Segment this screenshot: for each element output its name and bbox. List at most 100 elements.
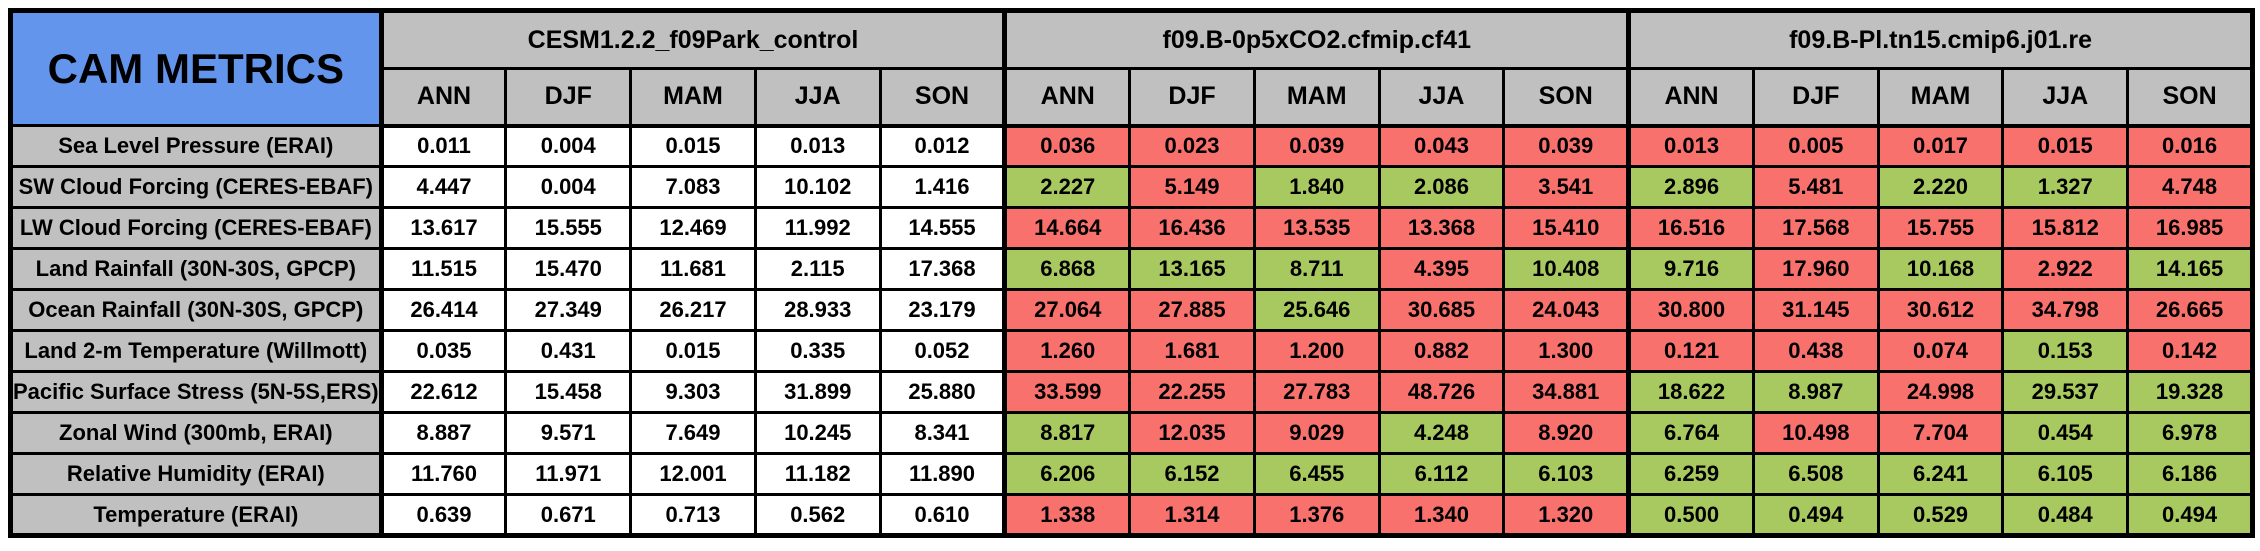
- data-cell: 11.971: [504, 452, 633, 496]
- data-cell: 0.431: [504, 329, 633, 373]
- data-cell: 1.340: [1377, 493, 1506, 537]
- data-cell: 0.011: [378, 124, 508, 168]
- data-cell: 1.300: [1502, 329, 1631, 373]
- data-cell: 30.685: [1377, 288, 1506, 332]
- data-cell: 6.978: [2126, 411, 2254, 455]
- data-cell: 16.985: [2126, 206, 2254, 250]
- data-cell: 6.152: [1128, 452, 1256, 496]
- data-cell: 27.349: [504, 288, 633, 332]
- data-cell: 0.484: [2001, 493, 2130, 537]
- data-cell: 15.410: [1502, 206, 1631, 250]
- data-cell: 14.165: [2126, 247, 2254, 291]
- data-cell: 2.086: [1377, 165, 1506, 209]
- data-cell: 0.012: [878, 124, 1007, 168]
- data-cell: 14.664: [1002, 206, 1132, 250]
- table-row: Temperature (ERAI) 0.639 0.671 0.713 0.562 0.…: [9, 493, 2254, 537]
- data-cell: 0.039: [1252, 124, 1381, 168]
- data-cell: 0.500: [1626, 493, 1755, 537]
- data-cell: 1.840: [1252, 165, 1381, 209]
- season-header-2-2: MAM: [1876, 67, 2005, 128]
- data-cell: 0.713: [629, 493, 757, 537]
- data-cell: 2.896: [1626, 165, 1755, 209]
- data-cell: 13.165: [1128, 247, 1256, 291]
- data-cell: 4.447: [378, 165, 508, 209]
- table-row: Relative Humidity (ERAI) 11.760 11.971 12.0…: [9, 452, 2254, 496]
- data-cell: 0.438: [1751, 329, 1880, 373]
- data-cell: 11.890: [878, 452, 1007, 496]
- table-title: CAM METRICS: [9, 9, 383, 127]
- data-cell: 19.328: [2126, 370, 2254, 414]
- row-label-text: Sea Level Pressure (ERAI): [58, 133, 334, 158]
- row-label: Land Rainfall (30N-30S, GPCP): [9, 247, 383, 291]
- data-cell: 18.622: [1626, 370, 1755, 414]
- data-cell: 0.639: [378, 493, 508, 537]
- data-cell: 7.704: [1876, 411, 2005, 455]
- data-cell: 11.182: [753, 452, 882, 496]
- data-cell: 0.454: [2001, 411, 2130, 455]
- data-cell: 2.227: [1002, 165, 1132, 209]
- data-cell: 25.880: [878, 370, 1007, 414]
- row-label: Sea Level Pressure (ERAI): [9, 124, 383, 168]
- data-cell: 9.029: [1252, 411, 1381, 455]
- data-cell: 17.568: [1751, 206, 1880, 250]
- data-cell: 10.245: [753, 411, 882, 455]
- data-cell: 11.760: [378, 452, 508, 496]
- data-cell: 30.612: [1876, 288, 2005, 332]
- data-cell: 0.015: [2001, 124, 2130, 168]
- data-cell: 9.716: [1626, 247, 1755, 291]
- row-label-text: Land Rainfall (30N-30S, GPCP): [35, 256, 356, 281]
- data-cell: 24.043: [1502, 288, 1631, 332]
- data-cell: 6.103: [1502, 452, 1631, 496]
- table-row: Sea Level Pressure (ERAI) 0.011 0.004 0.015…: [9, 124, 2254, 168]
- data-cell: 0.039: [1502, 124, 1631, 168]
- row-label-text: Land 2-m Temperature (Willmott): [24, 338, 368, 363]
- data-cell: 31.899: [753, 370, 882, 414]
- group-header-control: CESM1.2.2_f09Park_control: [378, 9, 1007, 70]
- data-cell: 0.015: [629, 124, 757, 168]
- row-label: Zonal Wind (300mb, ERAI): [9, 411, 383, 455]
- data-cell: 0.671: [504, 493, 633, 537]
- data-cell: 0.043: [1377, 124, 1506, 168]
- row-label: Pacific Surface Stress (5N-5S,ERS): [9, 370, 383, 414]
- data-cell: 2.115: [753, 247, 882, 291]
- data-cell: 6.259: [1626, 452, 1755, 496]
- data-cell: 15.470: [504, 247, 633, 291]
- data-cell: 0.153: [2001, 329, 2130, 373]
- table-row: LW Cloud Forcing (CERES-EBAF) 13.617 15.55…: [9, 206, 2254, 250]
- row-label-text: LW Cloud Forcing (CERES-EBAF): [19, 215, 372, 240]
- table-row: Ocean Rainfall (30N-30S, GPCP) 26.414 27.3…: [9, 288, 2254, 332]
- data-cell: 1.376: [1252, 493, 1381, 537]
- row-label-text: Relative Humidity (ERAI): [66, 461, 325, 486]
- row-label: Temperature (ERAI): [9, 493, 383, 537]
- data-cell: 0.335: [753, 329, 882, 373]
- row-label-text: SW Cloud Forcing (CERES-EBAF): [18, 174, 374, 199]
- data-cell: 6.508: [1751, 452, 1880, 496]
- data-cell: 1.327: [2001, 165, 2130, 209]
- data-cell: 4.748: [2126, 165, 2254, 209]
- data-cell: 8.711: [1252, 247, 1381, 291]
- data-cell: 10.168: [1876, 247, 2005, 291]
- data-cell: 8.341: [878, 411, 1007, 455]
- data-cell: 6.868: [1002, 247, 1132, 291]
- season-header-2-0: ANN: [1626, 67, 1755, 128]
- data-cell: 11.992: [753, 206, 882, 250]
- data-cell: 26.665: [2126, 288, 2254, 332]
- data-cell: 0.004: [504, 124, 633, 168]
- data-cell: 6.112: [1377, 452, 1506, 496]
- data-cell: 16.516: [1626, 206, 1755, 250]
- row-label-text: Ocean Rainfall (30N-30S, GPCP): [28, 297, 364, 322]
- data-cell: 29.537: [2001, 370, 2130, 414]
- season-header-1-2: MAM: [1252, 67, 1381, 128]
- season-header-row: ANN DJF MAM JJA SON ANN DJF MAM JJA SON ANN DJF MAM J…: [11, 67, 2254, 128]
- data-cell: 6.241: [1876, 452, 2005, 496]
- data-cell: 14.555: [878, 206, 1007, 250]
- row-label: Relative Humidity (ERAI): [9, 452, 383, 496]
- data-cell: 11.681: [629, 247, 757, 291]
- data-cell: 15.458: [504, 370, 633, 414]
- data-cell: 24.998: [1876, 370, 2005, 414]
- season-header-2-1: DJF: [1751, 67, 1880, 128]
- data-cell: 15.555: [504, 206, 633, 250]
- data-cell: 4.395: [1377, 247, 1506, 291]
- data-cell: 1.320: [1502, 493, 1631, 537]
